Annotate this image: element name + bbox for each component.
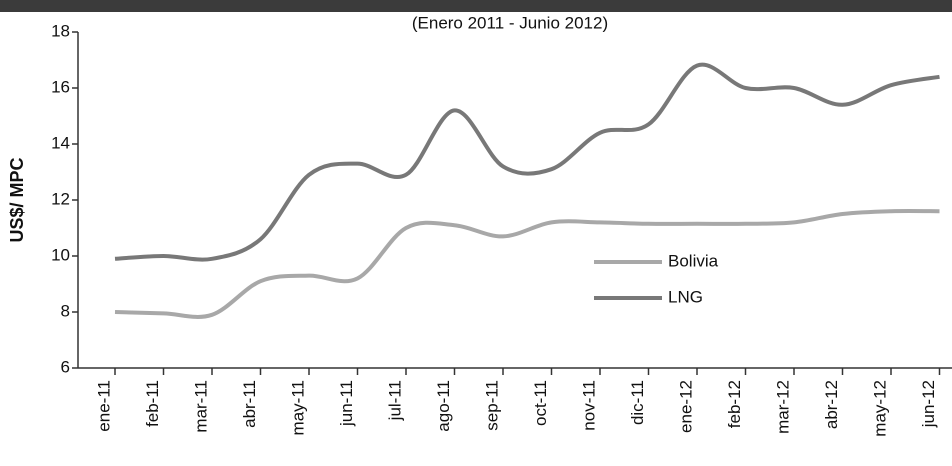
x-tick-label: jun-11: [337, 380, 356, 427]
y-tick-label: 8: [61, 301, 70, 320]
x-tick-label: feb-12: [725, 380, 744, 428]
x-tick-label: sep-11: [482, 380, 501, 431]
x-tick-label: ene-11: [94, 380, 113, 432]
series-line: [114, 208, 940, 319]
x-tick-label: may-12: [870, 380, 889, 437]
x-tick-label: may-11: [288, 380, 307, 435]
x-tick-label: abr-11: [240, 380, 259, 428]
x-tick-label: ago-11: [434, 380, 453, 432]
x-tick-label: mar-11: [191, 380, 210, 433]
x-tick-label: oct-11: [531, 380, 550, 426]
x-tick-label: ene-12: [676, 380, 695, 433]
x-tick-label: abr-12: [822, 380, 841, 429]
y-tick-label: 10: [51, 245, 70, 264]
y-tick-label: 14: [51, 133, 70, 152]
x-tick-label: mar-12: [773, 380, 792, 434]
top-bar: [0, 0, 952, 12]
legend-label: LNG: [668, 287, 703, 306]
series-line: [114, 62, 940, 262]
legend-label: Bolivia: [668, 251, 719, 270]
x-tick-label: nov-11: [579, 380, 598, 431]
chart-subtitle: (Enero 2011 - Junio 2012): [412, 13, 608, 32]
y-tick-label: 12: [51, 189, 70, 208]
x-tick-label: feb-11: [143, 380, 162, 427]
x-tick-label: jul-11: [385, 380, 404, 421]
y-tick-label: 16: [51, 77, 70, 96]
y-tick-label: 18: [51, 21, 70, 40]
y-tick-label: 6: [61, 357, 70, 376]
y-axis-label: US$/ MPC: [7, 157, 27, 242]
x-tick-label: dic-11: [628, 380, 647, 425]
x-tick-label: jun-12: [919, 380, 938, 428]
